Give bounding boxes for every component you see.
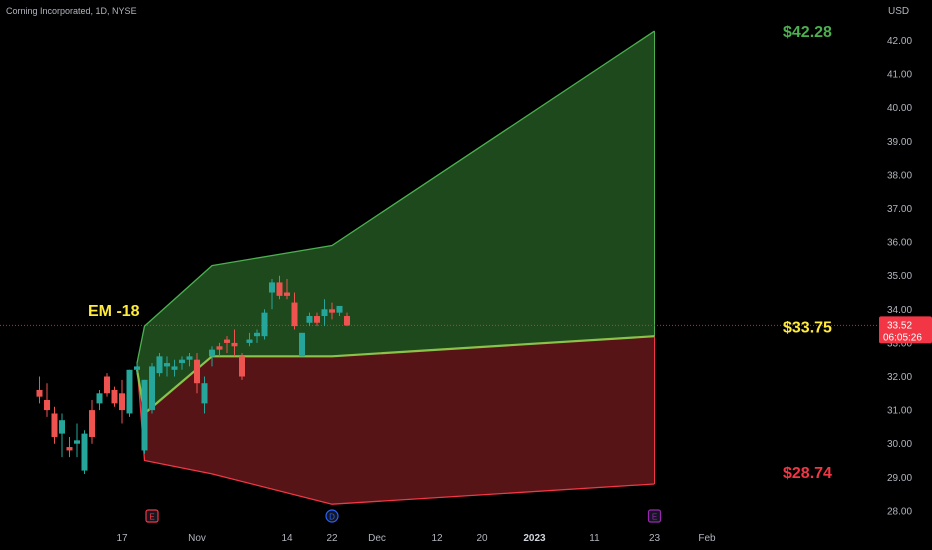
price-unit-label: USD (888, 6, 910, 17)
candle-body[interactable] (216, 346, 223, 350)
candle-body[interactable] (209, 349, 215, 357)
candle-body[interactable] (74, 440, 80, 444)
x-axis-tick-label: 20 (476, 533, 488, 544)
upper-expected-move-line (136, 30, 655, 364)
lower-price-label: $28.74 (783, 465, 832, 482)
candle-body[interactable] (194, 359, 200, 384)
candle-body[interactable] (149, 366, 155, 411)
candle-body[interactable] (321, 309, 328, 317)
candle-body[interactable] (111, 389, 118, 404)
candle-body[interactable] (314, 316, 320, 323)
x-axis-tick-label: 17 (116, 533, 128, 544)
y-axis-tick-label: 41.00 (887, 70, 912, 81)
x-axis-tick-label: 2023 (523, 533, 546, 544)
dividend-marker-icon[interactable] (325, 509, 339, 523)
event-marker-label: E (149, 513, 154, 522)
y-axis-tick-label: 28.00 (887, 506, 912, 517)
candle-body[interactable] (44, 400, 50, 411)
current-price-countdown: 06:05:26 (883, 332, 922, 343)
candle-body[interactable] (276, 282, 283, 296)
candle-body[interactable] (261, 312, 268, 337)
x-axis-tick-label: Nov (188, 533, 206, 544)
upper-price-label: $42.28 (783, 24, 832, 41)
candle-body[interactable] (164, 363, 170, 367)
earnings-marker-icon[interactable] (647, 509, 662, 523)
em-label: EM -18 (88, 303, 140, 320)
candle-body[interactable] (329, 309, 335, 313)
y-axis-tick-label: 29.00 (887, 473, 912, 484)
y-axis-tick-label: 32.00 (887, 372, 912, 383)
mid-price-label: $33.75 (783, 320, 832, 337)
y-axis-tick-label: 36.00 (887, 238, 912, 249)
y-axis-tick-label: 38.00 (887, 170, 912, 181)
x-axis-tick-label: 11 (589, 533, 600, 544)
y-axis-tick-label: 37.00 (887, 204, 912, 215)
event-marker-label: D (329, 513, 335, 522)
y-axis-tick-label: 42.00 (887, 36, 912, 47)
event-marker-label: E (652, 513, 657, 522)
candle-body[interactable] (51, 413, 58, 437)
candle-body[interactable] (134, 366, 140, 370)
candle-body[interactable] (239, 356, 245, 377)
x-axis-tick-label: Feb (698, 533, 716, 544)
y-axis-tick-label: 34.00 (887, 305, 912, 316)
candle-body[interactable] (231, 342, 238, 347)
candle-body[interactable] (81, 433, 88, 471)
y-axis-tick-label: 31.00 (887, 406, 912, 417)
candle-body[interactable] (179, 359, 185, 364)
candle-body[interactable] (291, 302, 298, 327)
lower-expected-move-area (137, 336, 655, 505)
candle-body[interactable] (254, 332, 260, 337)
candle-body[interactable] (119, 393, 125, 411)
candle-body[interactable] (299, 332, 305, 357)
y-axis-tick-label: 33.00 (887, 338, 912, 349)
candle-body[interactable] (269, 282, 275, 293)
candle-body[interactable] (104, 376, 110, 394)
candle-body[interactable] (186, 356, 193, 360)
candle-body[interactable] (36, 389, 43, 397)
candle-body[interactable] (89, 410, 95, 437)
candle-body[interactable] (306, 316, 313, 323)
y-axis-tick-label: 30.00 (887, 439, 912, 450)
x-axis-tick-label: 23 (649, 533, 661, 544)
candle-body[interactable] (224, 339, 230, 343)
y-axis-tick-label: 35.00 (887, 271, 912, 282)
x-axis-tick-label: 12 (431, 533, 443, 544)
candle-body[interactable] (336, 305, 343, 313)
candle-body[interactable] (141, 379, 148, 451)
x-axis-tick-label: 14 (281, 533, 293, 544)
candle-body[interactable] (66, 447, 73, 451)
chart-title: Corning Incorporated, 1D, NYSE (6, 6, 137, 16)
candle-body[interactable] (246, 339, 253, 343)
y-axis-tick-label: 39.00 (887, 137, 912, 148)
x-axis-tick-label: Dec (368, 533, 386, 544)
candle-body[interactable] (201, 383, 208, 404)
current-price-value: 33.52 (887, 320, 912, 331)
candle-body[interactable] (171, 366, 178, 370)
y-axis-tick-label: 40.00 (887, 103, 912, 114)
candle-body[interactable] (344, 316, 350, 326)
x-axis-tick-label: 22 (326, 533, 338, 544)
candle-body[interactable] (126, 369, 133, 414)
candle-body[interactable] (96, 393, 103, 404)
candle-body[interactable] (156, 356, 163, 374)
earnings-marker-icon[interactable] (145, 509, 159, 523)
candle-body[interactable] (59, 420, 65, 434)
current-price-badge (879, 316, 932, 344)
candle-body[interactable] (284, 292, 290, 296)
